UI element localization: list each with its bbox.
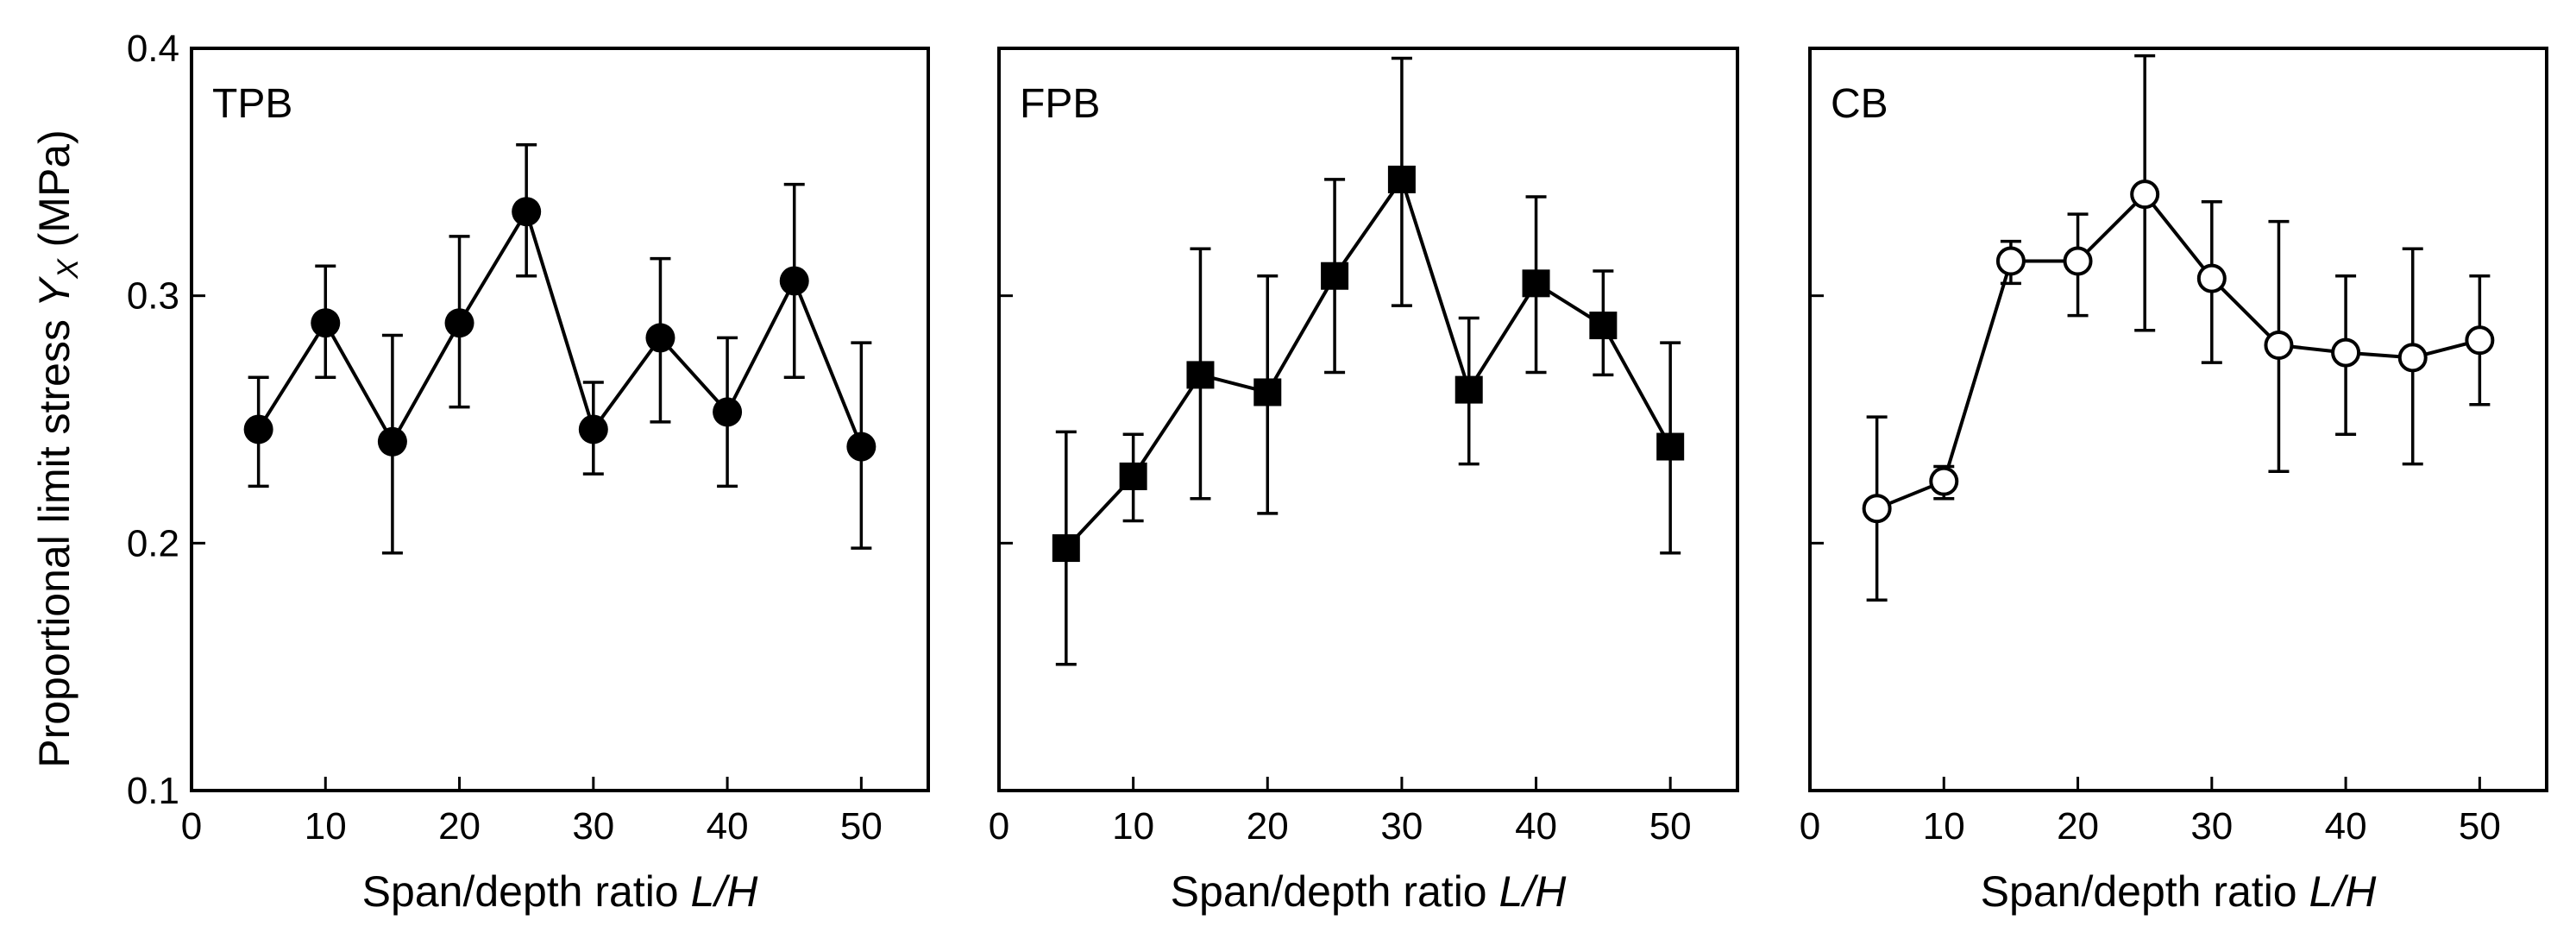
data-point bbox=[1387, 165, 1416, 193]
x-axis-label: Span/depth ratio L/H bbox=[362, 867, 759, 916]
x-axis-label-text: Span/depth ratio bbox=[1981, 867, 2309, 916]
data-point bbox=[578, 414, 608, 444]
data-point bbox=[311, 308, 341, 338]
y-tick-label: 0.3 bbox=[127, 275, 179, 318]
y-axis-label-unit: (MPa) bbox=[30, 129, 79, 259]
x-tick-label: 40 bbox=[1515, 805, 1557, 848]
x-tick-label: 20 bbox=[1247, 805, 1289, 848]
data-point bbox=[2196, 263, 2227, 293]
x-tick-label: 30 bbox=[572, 805, 614, 848]
x-tick-label: 50 bbox=[2459, 805, 2501, 848]
y-tick-label: 0.2 bbox=[127, 522, 179, 564]
data-point bbox=[1589, 312, 1618, 340]
data-point bbox=[1995, 246, 2026, 276]
x-axis-label-symbol: L/H bbox=[1499, 867, 1568, 916]
data-point bbox=[2063, 246, 2093, 276]
x-tick-label: 50 bbox=[840, 805, 883, 848]
y-axis-label-symbol: Y bbox=[30, 275, 79, 307]
data-point bbox=[1119, 462, 1147, 490]
x-axis-label-symbol: L/H bbox=[2309, 867, 2378, 916]
x-tick-label: 0 bbox=[1800, 805, 1820, 848]
x-tick-label: 50 bbox=[1649, 805, 1692, 848]
data-point bbox=[1656, 432, 1685, 461]
data-point bbox=[1253, 378, 1282, 406]
x-tick-label: 0 bbox=[181, 805, 202, 848]
data-point bbox=[1321, 262, 1349, 290]
data-point bbox=[1186, 361, 1215, 389]
data-point bbox=[779, 266, 809, 296]
x-axis-label: Span/depth ratio L/H bbox=[1171, 867, 1568, 916]
data-point bbox=[645, 323, 675, 353]
panel-label: CB bbox=[1831, 81, 1888, 127]
data-point bbox=[1929, 466, 1959, 496]
panel-label: FPB bbox=[1020, 81, 1100, 127]
y-tick-label: 0.4 bbox=[127, 28, 179, 70]
chart-panel-tpb: 0 10 20 30 40 50 0.1 0.2 0.3 0.4 Span/depth ratio … bbox=[127, 28, 930, 916]
data-point bbox=[2397, 343, 2428, 373]
chart-panels: 0 10 20 30 40 50 0.1 0.2 0.3 0.4 Span/depth ratio … bbox=[127, 28, 2548, 916]
y-axis-label-subscript: X bbox=[52, 258, 85, 280]
x-axis-label-symbol: L/H bbox=[691, 867, 759, 916]
chart-panel-cb: 0 10 20 30 40 50 Span/depth ratio L/H CB bbox=[1800, 47, 2548, 916]
y-tick-label: 0.1 bbox=[127, 770, 179, 812]
data-point bbox=[2331, 337, 2361, 368]
x-tick-label: 20 bbox=[2057, 805, 2099, 848]
data-point bbox=[846, 432, 876, 462]
x-tick-label: 10 bbox=[1112, 805, 1154, 848]
data-point bbox=[2465, 325, 2495, 356]
x-tick-label: 0 bbox=[989, 805, 1009, 848]
series-line bbox=[1875, 192, 2480, 511]
data-point bbox=[243, 414, 273, 444]
x-axis-label-text: Span/depth ratio bbox=[362, 867, 691, 916]
y-axis-label-text: Proportional limit stress bbox=[30, 307, 79, 768]
data-point bbox=[1862, 494, 1892, 524]
data-point bbox=[713, 397, 743, 427]
plot-frame bbox=[997, 47, 1739, 792]
data-point bbox=[444, 308, 474, 338]
x-tick-label: 10 bbox=[305, 805, 347, 848]
data-point bbox=[1454, 375, 1483, 404]
data-point bbox=[2264, 331, 2294, 360]
x-tick-label: 40 bbox=[707, 805, 749, 848]
x-axis-label: Span/depth ratio L/H bbox=[1981, 867, 2378, 916]
plot-frame bbox=[190, 47, 930, 792]
data-point bbox=[1052, 534, 1080, 563]
x-tick-label: 30 bbox=[2190, 805, 2233, 848]
plot-frame bbox=[1808, 47, 2548, 792]
panel-label: TPB bbox=[212, 81, 292, 127]
series-line bbox=[256, 207, 864, 448]
data-point bbox=[1522, 269, 1550, 298]
chart-panel-fpb: 0 10 20 30 40 50 Span/depth ratio L/H FPB bbox=[989, 47, 1739, 916]
series-line bbox=[1065, 175, 1672, 550]
x-tick-label: 40 bbox=[2325, 805, 2367, 848]
data-point bbox=[377, 426, 407, 457]
data-point bbox=[2130, 180, 2160, 210]
data-point bbox=[512, 197, 542, 227]
x-tick-label: 20 bbox=[438, 805, 481, 848]
x-tick-label: 30 bbox=[1380, 805, 1423, 848]
x-tick-label: 10 bbox=[1923, 805, 1965, 848]
x-axis-label-text: Span/depth ratio bbox=[1171, 867, 1499, 916]
y-axis-label: Proportional limit stress YX (MPa) bbox=[30, 129, 85, 768]
